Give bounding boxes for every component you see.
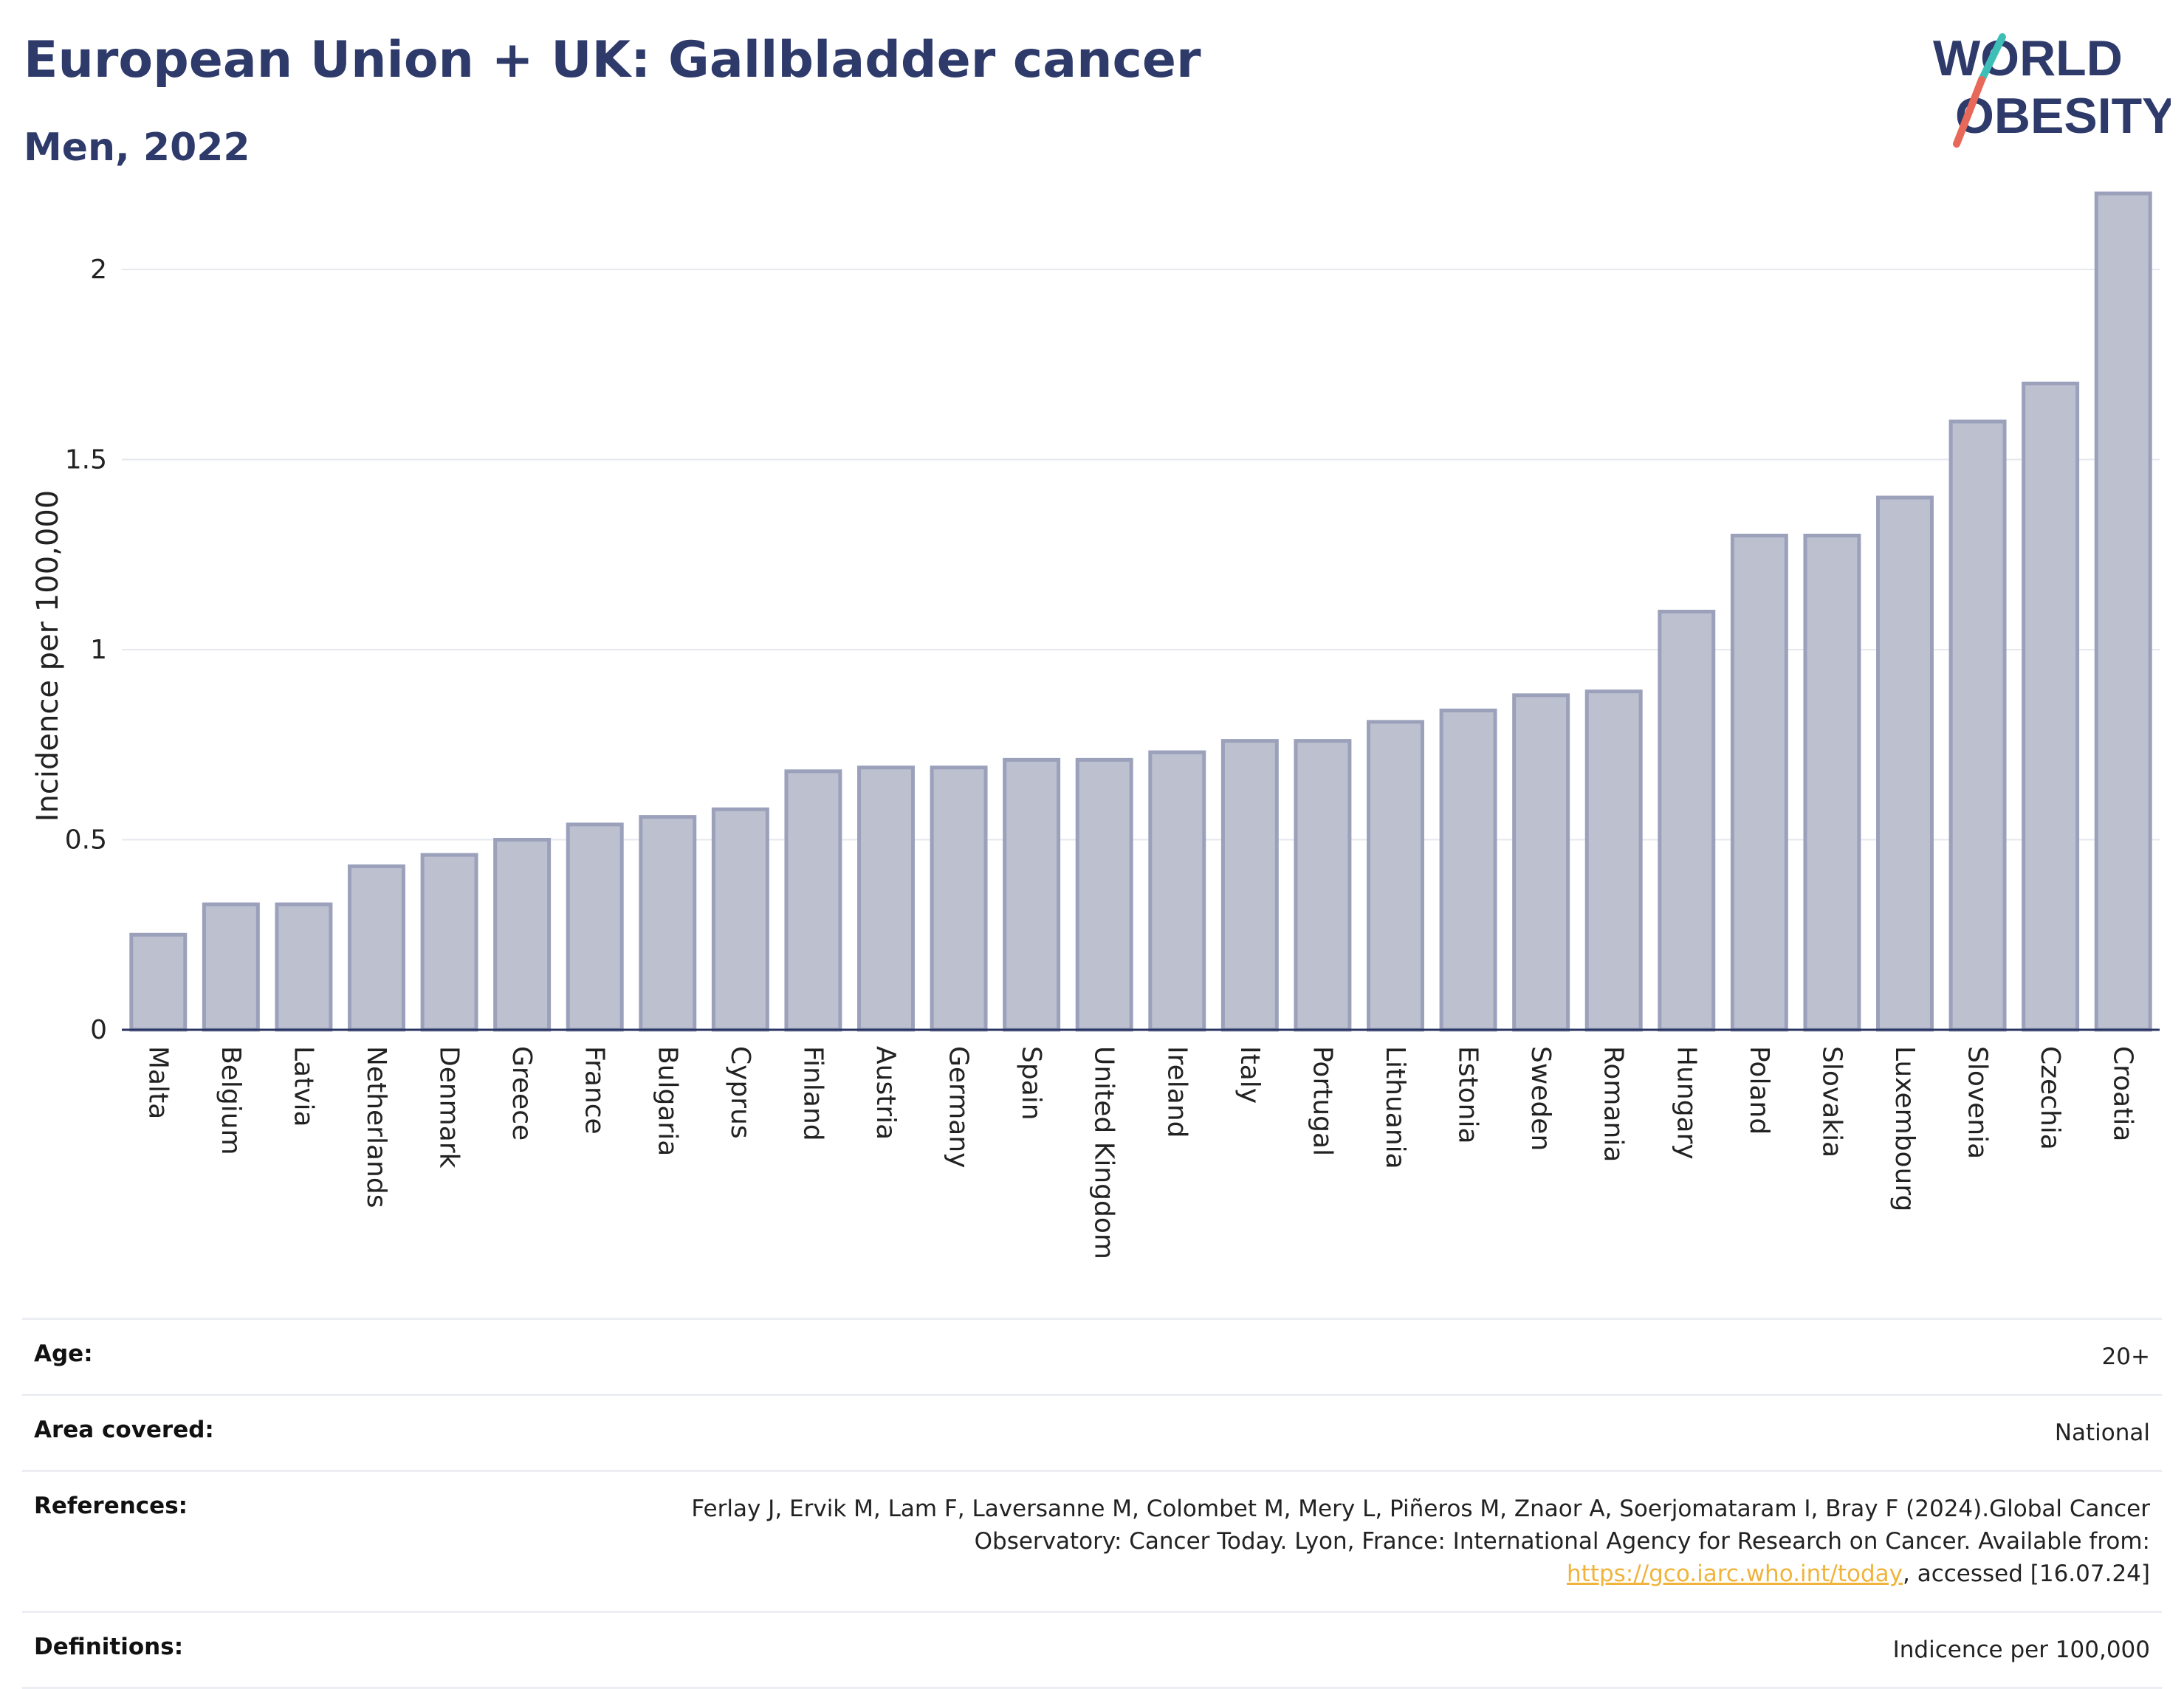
age-value: 20+ bbox=[2101, 1344, 2150, 1370]
bar[interactable] bbox=[1075, 757, 1133, 1032]
bar[interactable] bbox=[1512, 693, 1570, 1032]
logo-line-world: WORLD bbox=[1933, 30, 2123, 86]
metadata-table: Age: 20+ Area covered: National Referenc… bbox=[22, 1318, 2162, 1689]
area-value: National bbox=[2054, 1420, 2150, 1446]
definitions-value: Indicence per 100,000 bbox=[1892, 1637, 2150, 1663]
x-tick-label: Netherlands bbox=[361, 1046, 391, 1208]
bar[interactable] bbox=[2094, 191, 2152, 1032]
meta-row-area: Area covered: National bbox=[22, 1394, 2162, 1470]
bar[interactable] bbox=[566, 822, 624, 1032]
x-tick-label: Lithuania bbox=[1380, 1046, 1410, 1169]
age-label: Age: bbox=[34, 1341, 93, 1367]
bar[interactable] bbox=[711, 807, 769, 1032]
bar[interactable] bbox=[129, 932, 188, 1032]
references-text-2: , accessed [16.07.24] bbox=[1902, 1561, 2150, 1587]
x-tick-label: Portugal bbox=[1307, 1046, 1337, 1156]
y-tick-label: 2 bbox=[90, 255, 107, 285]
bar[interactable] bbox=[1876, 495, 1934, 1032]
logo-line-obesity: OBESITY bbox=[1955, 88, 2171, 144]
x-tick-label: Finland bbox=[797, 1046, 828, 1141]
bar[interactable] bbox=[784, 769, 842, 1032]
bar[interactable] bbox=[2022, 382, 2080, 1032]
x-tick-label: Slovakia bbox=[1816, 1046, 1847, 1157]
x-tick-label: Hungary bbox=[1671, 1046, 1701, 1160]
bar[interactable] bbox=[857, 766, 915, 1032]
bar[interactable] bbox=[275, 902, 333, 1032]
x-tick-label: Italy bbox=[1234, 1046, 1265, 1104]
x-tick-label: Croatia bbox=[2108, 1046, 2138, 1141]
meta-row-age: Age: 20+ bbox=[22, 1318, 2162, 1394]
logo-slash-teal bbox=[1978, 33, 2006, 83]
references-value: Ferlay J, Ervik M, Lam F, Laversanne M, … bbox=[636, 1493, 2150, 1590]
x-tick-label: Estonia bbox=[1453, 1046, 1483, 1144]
references-label: References: bbox=[34, 1493, 188, 1519]
bar-chart: 0 0.5 1 1.5 2 Malta Belgium Latvia Netherlands De… bbox=[31, 191, 2160, 1259]
x-tick-label: Ireland bbox=[1161, 1046, 1192, 1138]
x-tick-label: Germany bbox=[944, 1046, 974, 1168]
bar[interactable] bbox=[1003, 757, 1061, 1032]
bar[interactable] bbox=[1439, 708, 1497, 1032]
y-tick-label: 0.5 bbox=[65, 825, 107, 856]
x-tick-label: Bulgaria bbox=[652, 1046, 682, 1156]
x-tick-label: Romania bbox=[1598, 1046, 1629, 1162]
chart-title: European Union + UK: Gallbladder cancer bbox=[24, 31, 1201, 89]
bar[interactable] bbox=[1730, 534, 1788, 1032]
bar[interactable] bbox=[420, 853, 478, 1032]
bar[interactable] bbox=[1220, 739, 1279, 1032]
x-tick-label: Belgium bbox=[216, 1046, 246, 1155]
x-tick-label: Cyprus bbox=[725, 1046, 755, 1139]
references-text-1: Ferlay J, Ervik M, Lam F, Laversanne M, … bbox=[691, 1496, 2150, 1555]
bar[interactable] bbox=[1294, 739, 1352, 1032]
area-label: Area covered: bbox=[34, 1417, 214, 1443]
definitions-label: Definitions: bbox=[34, 1634, 184, 1660]
bar[interactable] bbox=[1658, 610, 1716, 1032]
bar[interactable] bbox=[1948, 419, 2007, 1032]
logo-slash-red bbox=[1953, 76, 1985, 148]
y-tick-label: 1.5 bbox=[65, 445, 107, 475]
bar[interactable] bbox=[493, 838, 552, 1032]
meta-row-references: References: Ferlay J, Ervik M, Lam F, La… bbox=[22, 1470, 2162, 1611]
x-tick-label: Sweden bbox=[1525, 1046, 1556, 1151]
references-link[interactable]: https://gco.iarc.who.int/today bbox=[1567, 1561, 1903, 1587]
x-tick-label: Luxembourg bbox=[1889, 1046, 1920, 1211]
meta-row-definitions: Definitions: Indicence per 100,000 bbox=[22, 1611, 2162, 1689]
bar[interactable] bbox=[1803, 534, 1861, 1032]
x-tick-label: Denmark bbox=[434, 1046, 464, 1169]
x-tick-label: Poland bbox=[1744, 1046, 1774, 1135]
y-axis-title: Incidence per 100,000 bbox=[31, 490, 65, 822]
bar[interactable] bbox=[348, 864, 405, 1032]
x-tick-label: Greece bbox=[506, 1046, 537, 1141]
x-tick-label: Austria bbox=[870, 1046, 901, 1140]
x-tick-label: Slovenia bbox=[1962, 1046, 1993, 1159]
bar[interactable] bbox=[202, 902, 260, 1032]
y-tick-label: 0 bbox=[90, 1015, 107, 1045]
y-tick-label: 1 bbox=[90, 635, 107, 665]
bar[interactable] bbox=[1584, 689, 1643, 1032]
bar[interactable] bbox=[930, 766, 988, 1032]
x-tick-label: Spain bbox=[1016, 1046, 1046, 1121]
x-tick-label: United Kingdom bbox=[1089, 1046, 1119, 1259]
x-tick-label: Latvia bbox=[288, 1046, 318, 1127]
world-obesity-logo: WORLD OBESITY bbox=[1933, 30, 2171, 148]
x-tick-label: Malta bbox=[142, 1046, 173, 1119]
x-tick-label: France bbox=[580, 1046, 610, 1135]
bar[interactable] bbox=[1148, 750, 1206, 1032]
chart-subtitle: Men, 2022 bbox=[24, 125, 250, 170]
x-tick-label: Czechia bbox=[2035, 1046, 2065, 1150]
bar[interactable] bbox=[1367, 720, 1424, 1032]
bar[interactable] bbox=[639, 815, 697, 1032]
